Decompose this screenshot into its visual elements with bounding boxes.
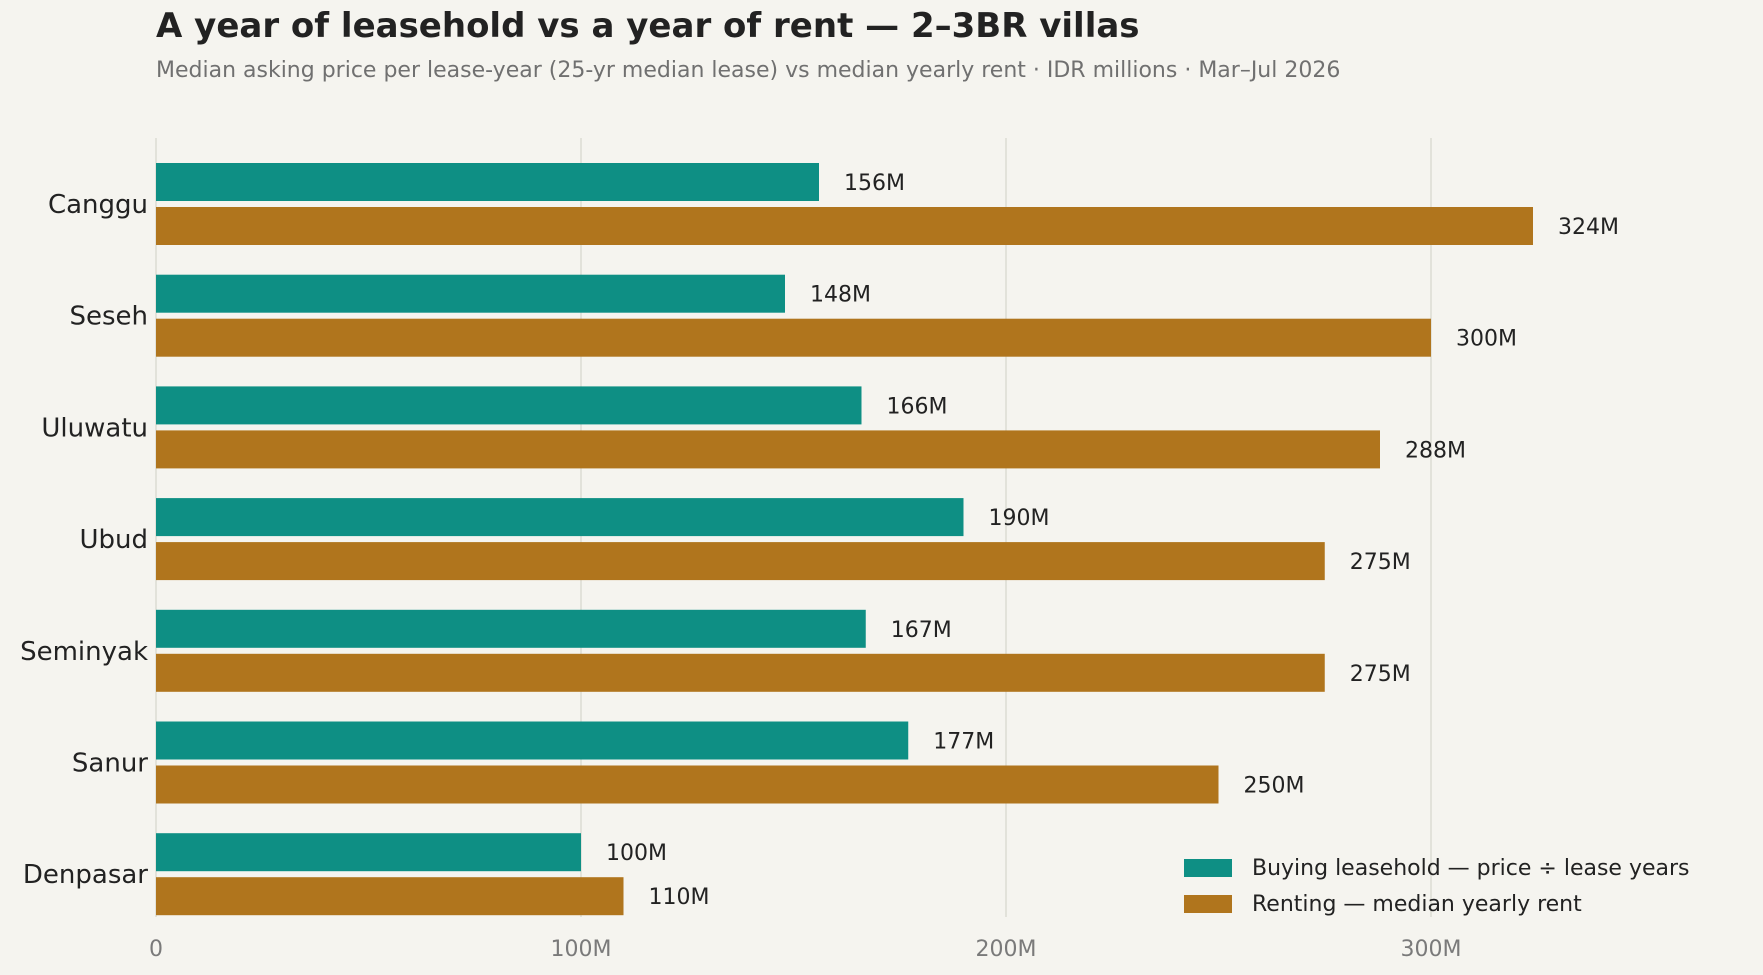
category-label: Sanur: [72, 749, 148, 779]
bar-value-label: 275M: [1350, 550, 1411, 575]
category-labels: Canggu Seseh Uluwatu Ubud Seminyak Sanur Denpa…: [20, 190, 148, 890]
bar-value-label: 300M: [1456, 327, 1517, 352]
x-tick-label: 0: [149, 937, 163, 962]
bar-rent: [156, 765, 1219, 804]
bar-value-label: 275M: [1350, 662, 1411, 687]
x-axis-ticks: 0 100M 200M 300M: [149, 937, 1461, 962]
bar-value-label: 167M: [891, 618, 952, 643]
bar-leasehold: [156, 498, 964, 537]
bar-leasehold: [156, 721, 909, 760]
category-label: Seminyak: [20, 637, 148, 667]
x-tick-label: 300M: [1401, 937, 1462, 962]
legend: Buying leasehold — price ÷ lease years R…: [1184, 850, 1690, 922]
bar-leasehold: [156, 163, 819, 201]
bar-value-label: 288M: [1405, 438, 1466, 463]
chart-title: A year of leasehold vs a year of rent — …: [156, 6, 1140, 46]
bar-rent: [156, 542, 1325, 581]
legend-label-leasehold: Buying leasehold — price ÷ lease years: [1252, 855, 1690, 881]
bar-leasehold: [156, 386, 862, 425]
category-label: Denpasar: [23, 860, 148, 890]
x-tick-label: 200M: [976, 937, 1037, 962]
category-label: Ubud: [79, 525, 148, 555]
chart-subtitle: Median asking price per lease-year (25-y…: [156, 58, 1341, 83]
legend-label-rent: Renting — median yearly rent: [1252, 891, 1582, 917]
category-label: Canggu: [48, 190, 148, 220]
bar-value-label: 148M: [810, 283, 871, 308]
bar-leasehold: [156, 274, 785, 313]
bar-value-label: 100M: [606, 841, 667, 866]
bar-leasehold: [156, 833, 581, 872]
bar-value-label: 177M: [933, 730, 994, 755]
legend-item-rent: Renting — median yearly rent: [1184, 886, 1690, 922]
bar-rent: [156, 653, 1325, 692]
bar-rent: [156, 207, 1533, 245]
bar-leasehold: [156, 609, 866, 648]
bar-rent: [156, 318, 1431, 357]
bar-value-label: 250M: [1244, 774, 1305, 799]
bar-value-label: 166M: [887, 394, 948, 419]
bar-value-label: 110M: [649, 885, 710, 910]
legend-item-leasehold: Buying leasehold — price ÷ lease years: [1184, 850, 1690, 886]
legend-swatch-rent: [1184, 895, 1232, 913]
legend-swatch-leasehold: [1184, 859, 1232, 877]
category-label: Uluwatu: [41, 413, 148, 443]
bar-rent: [156, 877, 624, 916]
category-label: Seseh: [69, 302, 148, 332]
x-tick-label: 100M: [551, 937, 612, 962]
bar-value-label: 324M: [1558, 215, 1619, 240]
bars: [156, 163, 1533, 916]
data-labels: 156M 324M 148M 300M 166M 288M 190M 275M 167M 275M…: [606, 171, 1619, 910]
bar-value-label: 190M: [989, 506, 1050, 531]
bar-rent: [156, 430, 1380, 469]
bar-value-label: 156M: [844, 171, 905, 196]
